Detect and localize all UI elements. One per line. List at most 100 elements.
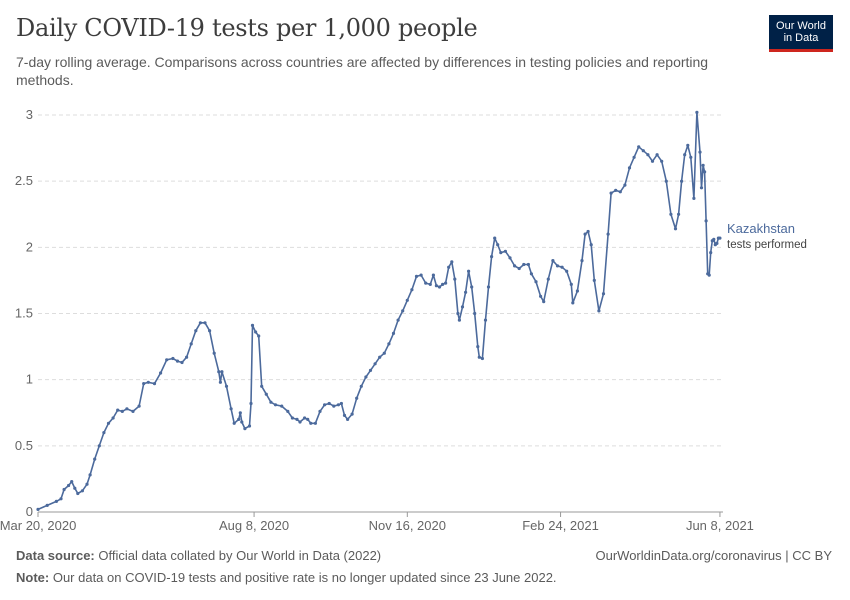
data-point: [350, 412, 354, 416]
data-point: [220, 370, 224, 374]
data-point: [102, 431, 106, 435]
data-point: [499, 251, 503, 255]
data-point: [120, 409, 124, 413]
data-point: [70, 480, 74, 484]
data-point: [396, 318, 400, 322]
data-point: [378, 355, 382, 359]
data-point: [464, 290, 468, 294]
data-point: [529, 272, 534, 276]
data-point: [660, 159, 664, 163]
data-point: [295, 417, 299, 421]
data-point: [513, 264, 517, 268]
data-point: [247, 424, 252, 428]
owid-logo[interactable]: Our World in Data: [769, 15, 833, 52]
data-point: [575, 289, 580, 293]
data-point: [232, 421, 236, 425]
data-point: [146, 380, 150, 384]
data-point: [414, 274, 419, 278]
data-point: [131, 409, 135, 413]
y-tick-label: 3: [26, 107, 33, 122]
data-point: [260, 384, 264, 388]
data-point: [54, 499, 59, 503]
data-point: [185, 355, 189, 359]
data-point: [456, 311, 460, 316]
data-point: [555, 264, 560, 268]
data-point: [646, 153, 650, 157]
line-chart: 0 0.5 1 1.5 2 2.5 3 Mar 20, 2020 Aug 8, 2020 Nov …: [0, 107, 807, 533]
data-point: [208, 329, 212, 333]
data-point: [198, 321, 202, 325]
data-point: [194, 329, 198, 333]
data-point: [171, 356, 175, 361]
data-point: [571, 301, 575, 305]
data-point: [286, 409, 290, 413]
y-tick-label: 1: [26, 372, 33, 387]
data-point: [614, 188, 618, 192]
data-point: [441, 282, 445, 286]
data-point: [243, 427, 247, 431]
chart-title: Daily COVID-19 tests per 1,000 people: [16, 14, 478, 42]
y-tick-label: 0.5: [15, 438, 33, 453]
data-point: [264, 392, 268, 396]
y-tick-label: 1.5: [15, 306, 33, 321]
data-point: [80, 489, 84, 493]
data-point: [159, 371, 163, 375]
data-point: [97, 444, 101, 448]
data-point: [318, 409, 322, 413]
data-point: [637, 145, 641, 149]
data-point: [327, 401, 331, 406]
data-point: [712, 237, 716, 241]
data-point: [715, 241, 719, 245]
data-point: [250, 323, 255, 327]
data-point: [355, 396, 359, 400]
data-point: [85, 482, 89, 486]
data-point: [229, 407, 233, 411]
data-point: [457, 318, 461, 322]
data-point: [470, 285, 474, 289]
data-point: [217, 370, 221, 374]
data-point: [180, 360, 184, 365]
data-point: [152, 382, 157, 386]
x-tick-label: Feb 24, 2021: [522, 518, 599, 533]
data-point: [323, 403, 327, 407]
data-point: [695, 110, 699, 114]
data-point: [551, 259, 555, 263]
data-point: [269, 400, 273, 404]
x-tick-label: Nov 16, 2020: [369, 518, 446, 533]
data-source-label: Data source:: [16, 548, 95, 563]
data-point: [309, 421, 313, 425]
data-point: [218, 380, 222, 384]
data-point: [273, 403, 278, 407]
data-point: [106, 421, 111, 425]
data-point: [534, 280, 538, 284]
data-point: [290, 416, 294, 420]
data-point: [480, 356, 484, 361]
data-point: [517, 266, 521, 271]
data-point: [601, 292, 606, 296]
data-point: [306, 417, 310, 421]
data-point: [655, 153, 659, 157]
credit-link[interactable]: OurWorldinData.org/coronavirus | CC BY: [595, 548, 832, 563]
data-point: [280, 404, 284, 408]
data-point: [401, 309, 405, 313]
data-point: [508, 256, 512, 260]
data-point: [592, 278, 596, 282]
data-point: [664, 179, 668, 183]
data-point: [359, 384, 363, 388]
data-point: [683, 153, 687, 157]
data-point: [699, 186, 704, 190]
data-point: [346, 417, 350, 421]
data-point: [419, 273, 423, 277]
data-point: [249, 401, 253, 406]
data-point: [88, 473, 92, 477]
data-point: [539, 294, 543, 298]
data-point: [680, 179, 684, 183]
data-source: Data source: Official data collated by O…: [16, 548, 381, 563]
data-point: [526, 262, 531, 267]
data-point: [477, 355, 481, 359]
data-point: [405, 298, 409, 302]
data-point: [332, 404, 336, 408]
data-point: [483, 318, 488, 322]
data-point: [111, 416, 115, 420]
data-point: [437, 285, 442, 289]
